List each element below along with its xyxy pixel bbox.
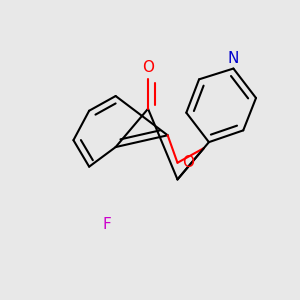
Text: N: N (228, 51, 239, 66)
Text: O: O (142, 60, 154, 75)
Text: O: O (182, 155, 194, 170)
Text: F: F (103, 217, 112, 232)
